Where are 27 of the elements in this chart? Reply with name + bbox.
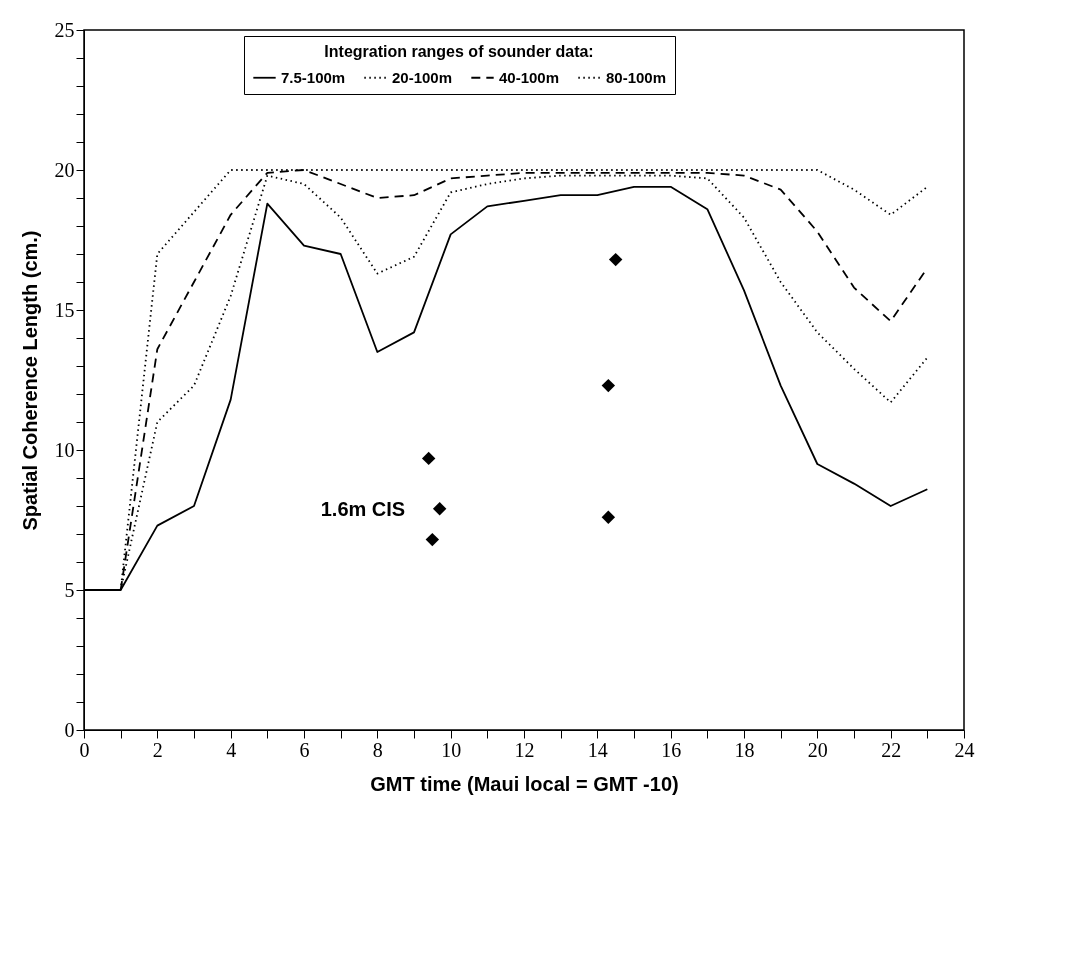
legend-label: 7.5-100m bbox=[281, 68, 346, 86]
y-tick-label: 5 bbox=[64, 578, 75, 601]
legend-title: Integration ranges of sounder data: bbox=[324, 43, 594, 60]
y-axis-title: Spatial Coherence Length (cm.) bbox=[18, 230, 41, 531]
x-tick-label: 24 bbox=[954, 738, 975, 761]
x-axis-title: GMT time (Maui local = GMT -10) bbox=[370, 772, 679, 795]
legend-label: 20-100m bbox=[392, 68, 453, 86]
x-tick-label: 20 bbox=[807, 738, 828, 761]
x-tick-label: 18 bbox=[734, 738, 755, 761]
legend-label: 40-100m bbox=[499, 68, 560, 86]
x-tick-label: 16 bbox=[661, 738, 682, 761]
x-tick-label: 14 bbox=[587, 738, 608, 761]
x-tick-label: 2 bbox=[152, 738, 163, 761]
legend-label: 80-100m bbox=[606, 68, 667, 86]
annotation: 1.6m CIS bbox=[320, 497, 406, 520]
x-tick-label: 22 bbox=[881, 738, 902, 761]
x-tick-label: 6 bbox=[299, 738, 310, 761]
y-tick-label: 20 bbox=[54, 158, 75, 181]
y-tick-label: 0 bbox=[64, 718, 75, 741]
x-tick-label: 10 bbox=[441, 738, 462, 761]
y-tick-label: 15 bbox=[54, 298, 75, 321]
y-tick-label: 25 bbox=[54, 18, 75, 41]
x-tick-label: 12 bbox=[514, 738, 535, 761]
x-tick-label: 8 bbox=[372, 738, 383, 761]
x-tick-label: 4 bbox=[226, 738, 237, 761]
x-tick-label: 0 bbox=[79, 738, 90, 761]
y-tick-label: 10 bbox=[54, 438, 75, 461]
